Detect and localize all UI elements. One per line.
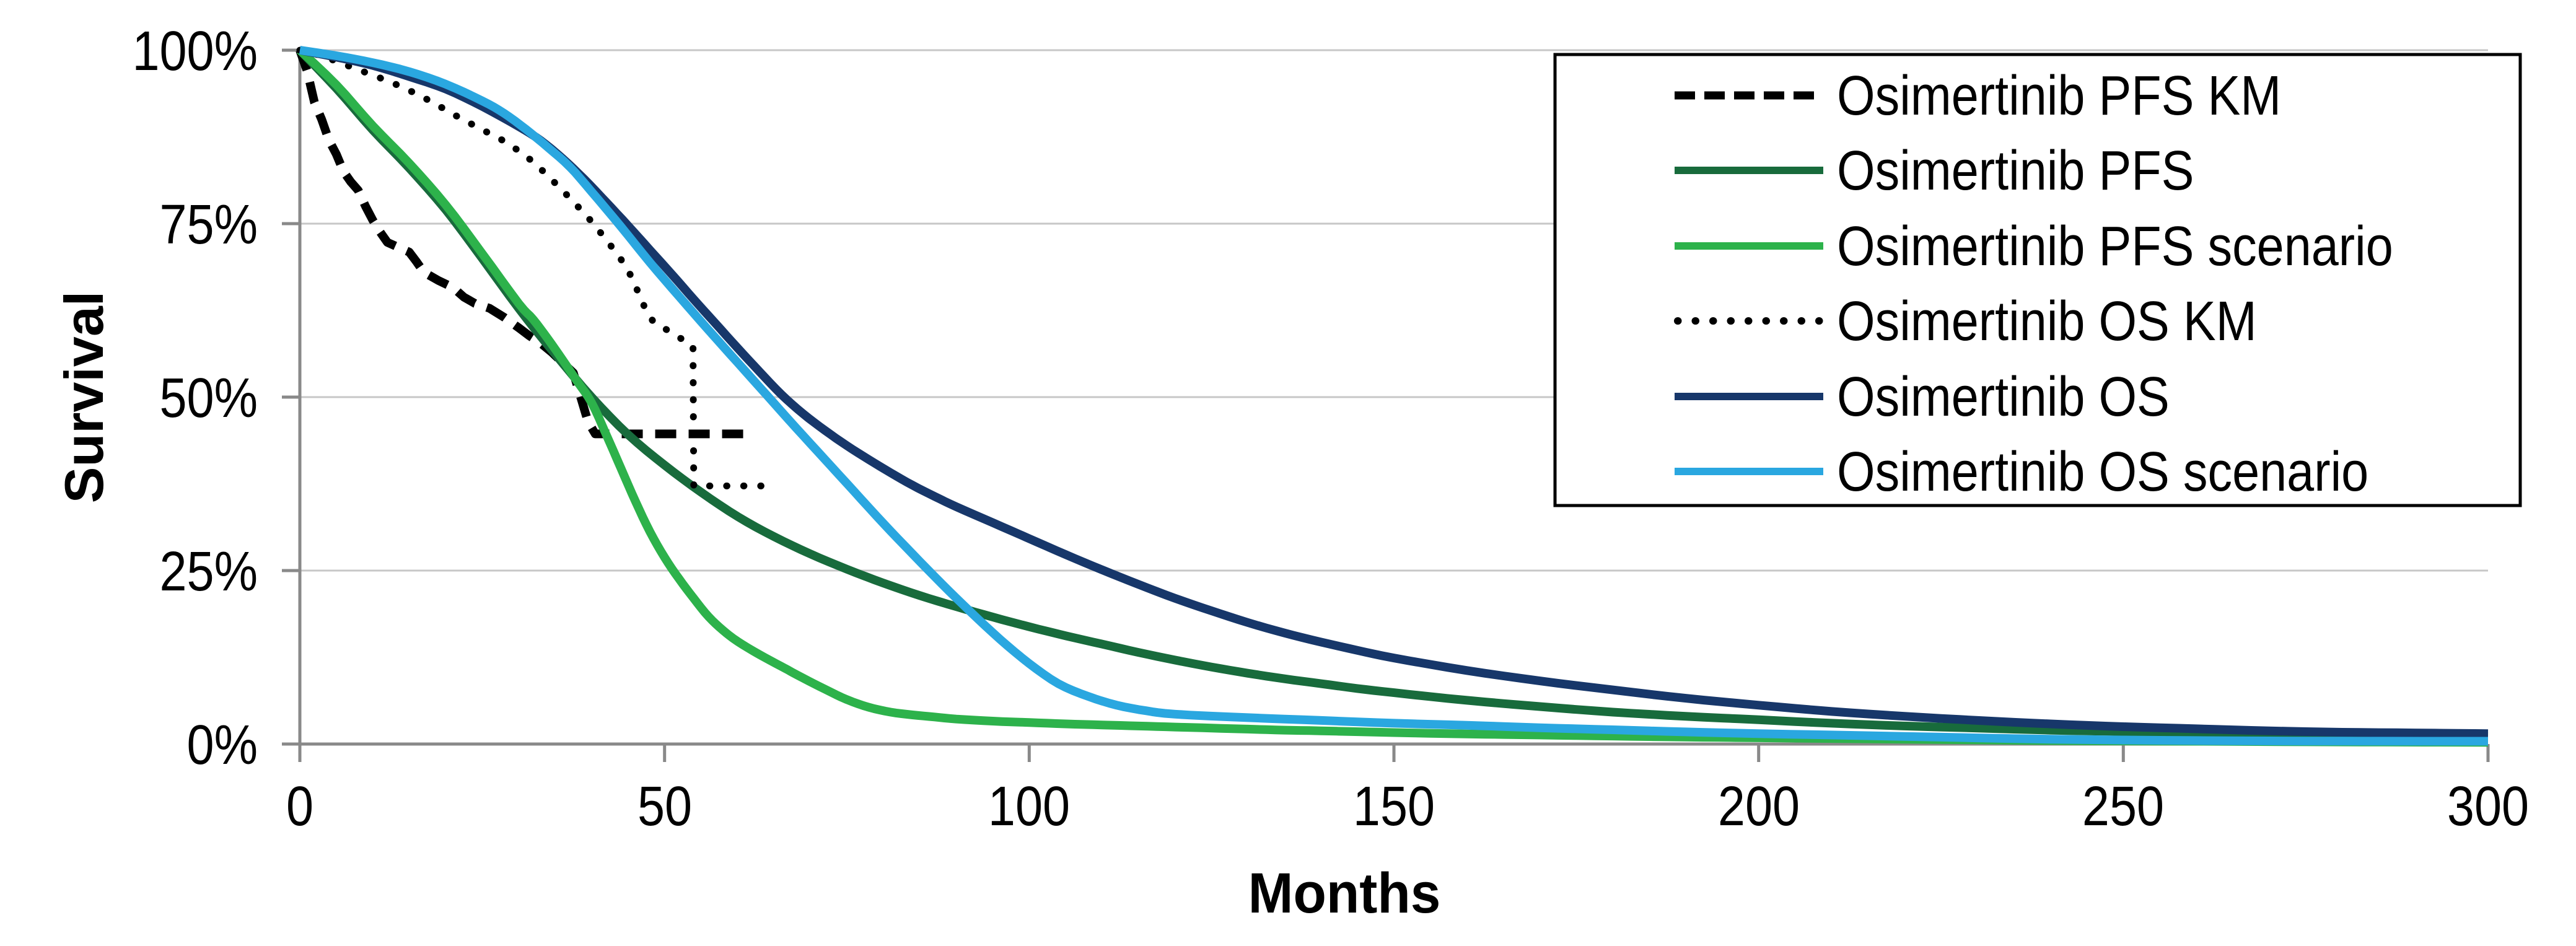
svg-text:Osimertinib PFS KM: Osimertinib PFS KM: [1837, 64, 2281, 126]
svg-text:200: 200: [1718, 774, 1800, 837]
svg-text:Osimertinib PFS scenario: Osimertinib PFS scenario: [1837, 214, 2393, 277]
svg-text:300: 300: [2447, 774, 2529, 837]
svg-text:50%: 50%: [159, 366, 258, 429]
svg-text:25%: 25%: [159, 540, 258, 602]
svg-text:0%: 0%: [187, 713, 258, 776]
svg-text:150: 150: [1353, 774, 1435, 837]
svg-text:100: 100: [988, 774, 1070, 837]
svg-text:50: 50: [637, 774, 692, 837]
svg-text:250: 250: [2082, 774, 2164, 837]
svg-text:75%: 75%: [159, 193, 258, 255]
svg-text:Osimertinib OS scenario: Osimertinib OS scenario: [1837, 440, 2368, 502]
svg-text:0: 0: [286, 774, 313, 837]
svg-text:Osimertinib PFS: Osimertinib PFS: [1837, 139, 2194, 201]
svg-text:Survival: Survival: [53, 291, 115, 503]
svg-text:Months: Months: [1248, 862, 1441, 926]
svg-text:Osimertinib OS: Osimertinib OS: [1837, 365, 2170, 427]
svg-text:Osimertinib OS KM: Osimertinib OS KM: [1837, 289, 2257, 352]
svg-text:100%: 100%: [132, 19, 258, 82]
